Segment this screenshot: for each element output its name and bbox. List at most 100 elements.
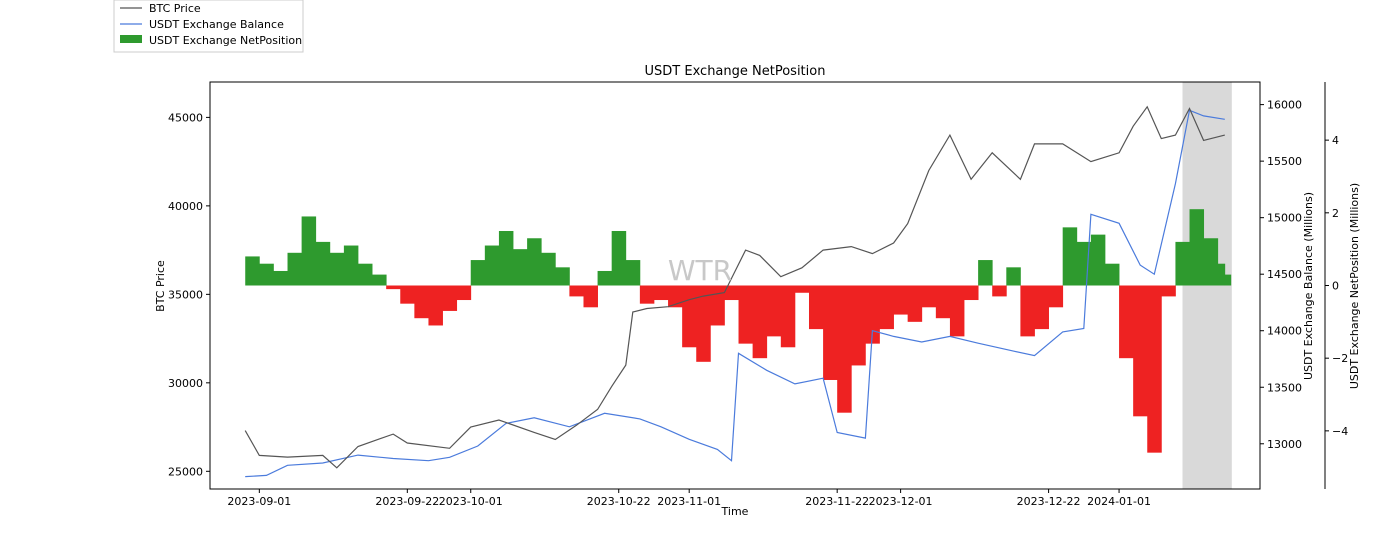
netposition-bar — [527, 238, 542, 286]
balance-line — [245, 109, 1225, 478]
netposition-bar — [343, 245, 359, 286]
plot-area: WTR — [209, 81, 1261, 490]
y-right-netposition-tick-label: −2 — [1332, 352, 1348, 365]
netposition-bar — [541, 252, 556, 286]
netposition-bar — [653, 285, 669, 301]
x-tick-label: 2023-12-22 — [1017, 495, 1081, 508]
netposition-bar — [710, 285, 725, 326]
netposition-bar — [724, 285, 739, 301]
y-left-tick-label: 25000 — [168, 465, 203, 478]
y-right-netposition-tick-label: 4 — [1332, 134, 1339, 147]
netposition-bar — [738, 285, 754, 344]
x-tick-label: 2023-11-22 — [805, 495, 869, 508]
netposition-bar — [1224, 274, 1232, 286]
watermark: WTR — [668, 254, 732, 287]
netposition-bar — [597, 270, 613, 286]
netposition-bar — [1217, 263, 1226, 286]
plot-frame — [209, 81, 1261, 490]
y-right-balance-tick-label: 14500 — [1267, 268, 1302, 281]
y-axis-right-balance-label: USDT Exchange Balance (Millions) — [1302, 192, 1315, 380]
y-right-netposition-tick-label: −4 — [1332, 425, 1348, 438]
x-tick-label: 2023-09-01 — [227, 495, 291, 508]
netposition-bar — [273, 270, 288, 286]
chart-title: USDT Exchange NetPosition — [645, 64, 826, 79]
y-right-balance-tick-label: 15000 — [1267, 212, 1302, 225]
legend-swatch-netposition — [120, 35, 142, 43]
netposition-bar — [1175, 241, 1190, 286]
netposition-bar — [1020, 285, 1035, 337]
netposition-bar — [921, 285, 937, 308]
netposition-bar — [287, 252, 303, 286]
y-right-balance-tick-label: 15500 — [1267, 155, 1302, 168]
netposition-bar — [1203, 238, 1219, 286]
netposition-bar — [372, 274, 387, 286]
netposition-bar — [1048, 285, 1064, 308]
netposition-bar — [1104, 263, 1120, 286]
y-axis-left-label: BTC Price — [154, 260, 167, 312]
netposition-bar — [583, 285, 598, 308]
netposition-bar — [1147, 285, 1162, 453]
y-right-balance-tick-label: 14000 — [1267, 325, 1302, 338]
netposition-bar — [301, 216, 317, 286]
y-right-netposition-tick-label: 2 — [1332, 207, 1339, 220]
netposition-bar — [329, 252, 345, 286]
x-axis-label: Time — [721, 505, 749, 518]
netposition-bar — [611, 230, 627, 286]
y-left-tick-label: 30000 — [168, 377, 203, 390]
netposition-bar — [907, 285, 923, 322]
netposition-bar — [1133, 285, 1148, 417]
y-right-balance-tick-label: 13500 — [1267, 381, 1302, 394]
y-left-tick-label: 45000 — [168, 111, 203, 124]
netposition-bar — [639, 285, 655, 304]
x-tick-label: 2023-10-22 — [587, 495, 651, 508]
y-right-balance-tick-label: 13000 — [1267, 438, 1302, 451]
netposition-bar — [386, 285, 401, 290]
netposition-bar — [414, 285, 429, 319]
legend: BTC Price USDT Exchange Balance USDT Exc… — [113, 0, 304, 53]
netposition-bar — [456, 285, 472, 301]
legend-label-balance: USDT Exchange Balance — [149, 18, 284, 31]
legend-label-netposition: USDT Exchange NetPosition — [149, 34, 302, 47]
legend-box — [113, 0, 304, 53]
netposition-bar — [992, 285, 1007, 297]
netposition-bar — [893, 285, 909, 315]
x-tick-label: 2024-01-01 — [1087, 495, 1151, 508]
netposition-bar — [428, 285, 443, 326]
netposition-bar — [315, 241, 331, 286]
netposition-bar — [555, 267, 570, 286]
netposition-bar — [1062, 227, 1078, 286]
netposition-bar — [1119, 285, 1134, 359]
netposition-bar — [794, 285, 810, 293]
netposition-bar — [879, 285, 894, 330]
netposition-bar — [1161, 285, 1176, 297]
netposition-bar — [513, 249, 528, 286]
netposition-bar — [470, 260, 486, 286]
netposition-bar — [259, 263, 274, 286]
netposition-bar — [865, 285, 880, 344]
netposition-bar — [696, 285, 711, 362]
btc-price-line — [244, 105, 1225, 469]
x-tick-label: 2023-09-22 — [375, 495, 439, 508]
netposition-bar — [1189, 209, 1205, 286]
netposition-bar — [357, 263, 373, 286]
netposition-bar — [1006, 267, 1021, 286]
netposition-bar — [668, 285, 683, 308]
netposition-bar — [752, 285, 768, 359]
netposition-bar — [400, 285, 415, 304]
netposition-bar — [935, 285, 951, 319]
y-axis-right-balance: 13000 13500 14000 14500 15000 15500 16000 — [1260, 99, 1302, 451]
y-axis-left: 25000 30000 35000 40000 45000 — [168, 111, 210, 478]
y-left-tick-label: 35000 — [168, 288, 203, 301]
netposition-bar — [851, 285, 866, 366]
x-axis: 2023-09-01 2023-09-22 2023-10-01 2023-10-22… — [227, 489, 1151, 508]
netposition-bar — [808, 285, 824, 330]
netposition-bar — [1090, 234, 1106, 286]
x-tick-label: 2023-11-01 — [657, 495, 721, 508]
netposition-bar — [245, 256, 260, 286]
netposition-bar — [823, 285, 838, 380]
netposition-bar — [949, 285, 965, 337]
netposition-bar — [1034, 285, 1049, 330]
netposition-bars — [245, 209, 1232, 453]
netposition-bar — [978, 260, 993, 286]
